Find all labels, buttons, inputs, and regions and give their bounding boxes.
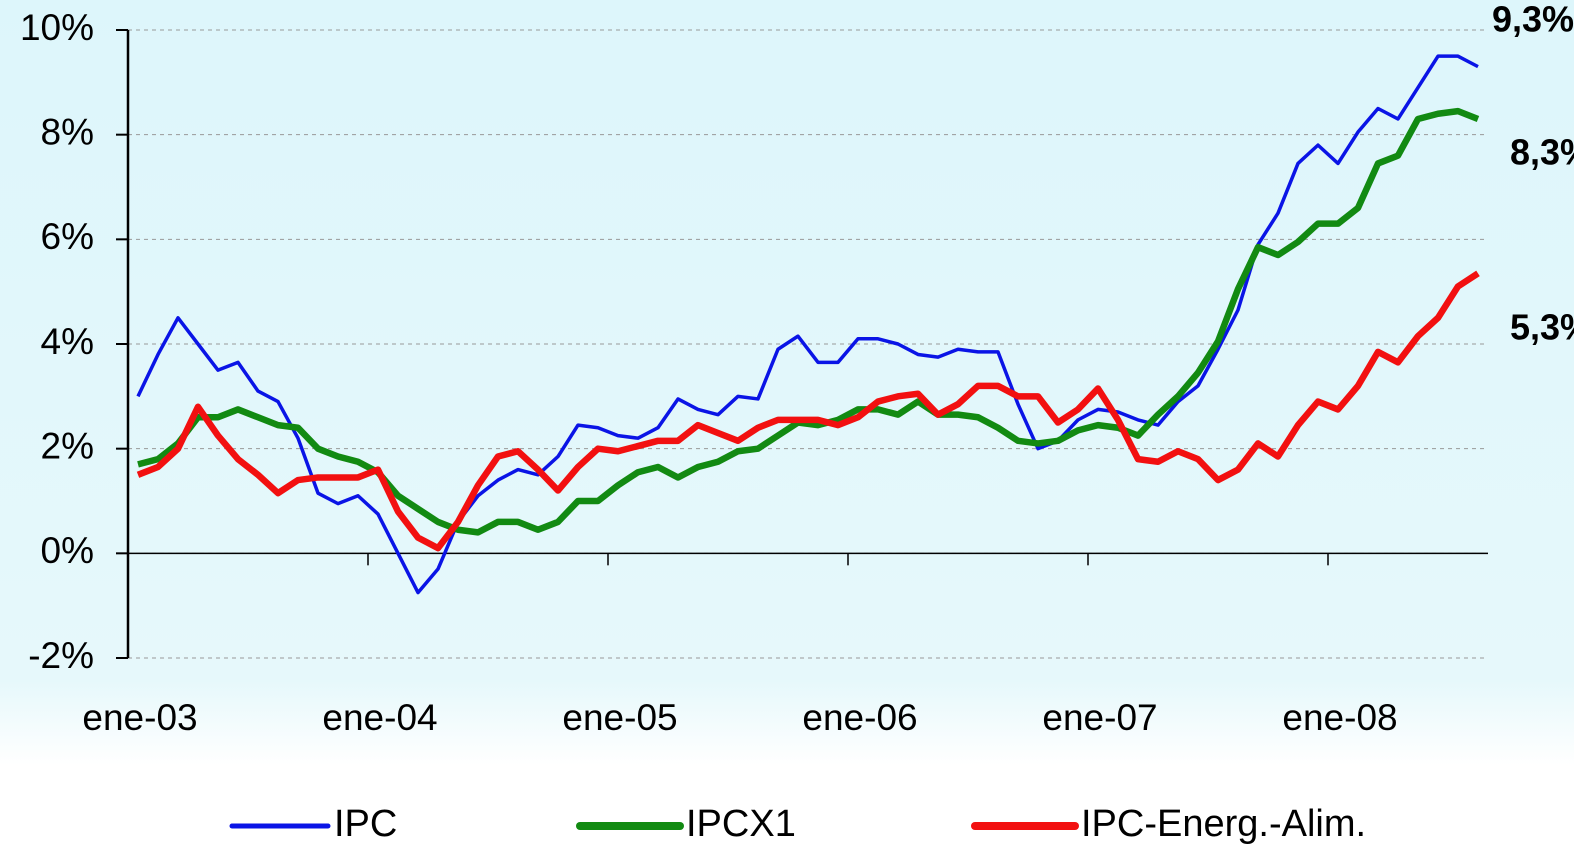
y-tick-label: -2% xyxy=(28,635,94,676)
y-tick-label: 8% xyxy=(41,111,94,152)
y-tick-label: 6% xyxy=(41,216,94,257)
legend-label: IPC-Energ.-Alim. xyxy=(1081,803,1366,845)
y-tick-label: 10% xyxy=(20,7,94,48)
y-tick-label: 0% xyxy=(41,530,94,571)
legend-label: IPC xyxy=(334,803,397,845)
legend-label: IPCX1 xyxy=(686,803,796,845)
series-line xyxy=(136,270,1480,552)
y-tick-label: 4% xyxy=(41,321,94,362)
annotation: 9,3% xyxy=(1492,0,1574,40)
annotation: 8,3% xyxy=(1510,132,1574,173)
annotation: 5,3% xyxy=(1510,307,1574,348)
x-tick-label: ene-07 xyxy=(1042,697,1157,738)
x-tick-label: ene-04 xyxy=(322,697,437,738)
x-tick-label: ene-05 xyxy=(562,697,677,738)
x-tick-label: ene-08 xyxy=(1282,697,1397,738)
x-tick-label: ene-03 xyxy=(82,697,197,738)
series-line xyxy=(137,107,1480,536)
y-tick-label: 2% xyxy=(41,425,94,466)
x-tick-label: ene-06 xyxy=(802,697,917,738)
